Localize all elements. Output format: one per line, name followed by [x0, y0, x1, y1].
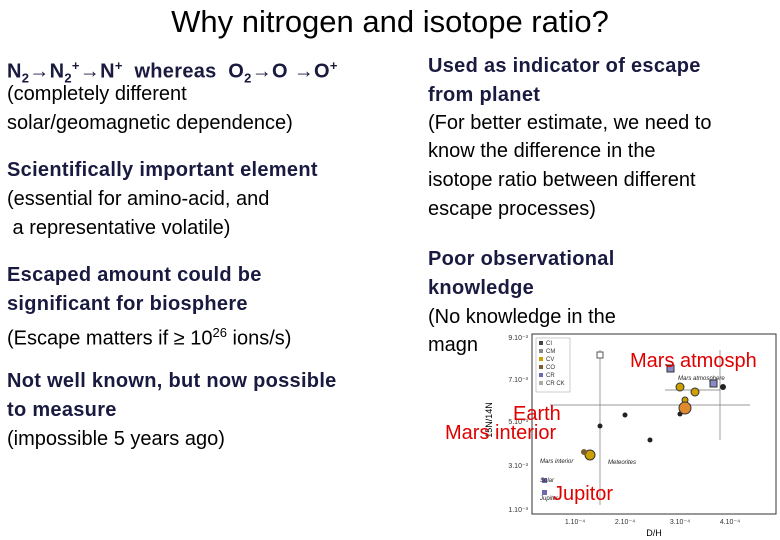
heading-line: significant for biosphere [7, 293, 248, 315]
legend-label: CI [546, 341, 552, 347]
body-part: ions/s) [226, 327, 292, 350]
body-line: (No knowledge in the [428, 306, 616, 328]
formula-part: + [71, 58, 80, 73]
point [597, 423, 603, 429]
point [584, 449, 596, 461]
formula-part: →O [293, 60, 330, 83]
legend-label: CM [546, 349, 555, 355]
body-part: 26 [212, 325, 227, 340]
point [720, 384, 726, 390]
y-tick-label: 9.10⁻³ [508, 335, 528, 342]
x-tick-label: 2.10⁻⁴ [615, 519, 635, 526]
legend-marker [539, 357, 543, 361]
body-line: (impossible 5 years ago) [7, 428, 225, 450]
formula-part: + [329, 58, 338, 73]
y-tick-label: 7.10⁻³ [508, 377, 528, 384]
body-part: (Escape matters if ≥ 10 [7, 327, 213, 350]
x-tick-label: 3.10⁻⁴ [670, 519, 690, 526]
point [690, 387, 700, 397]
point [542, 478, 547, 483]
point [709, 379, 718, 388]
y-axis-label: 15N/14N [484, 402, 494, 438]
heading-line: from planet [428, 84, 541, 106]
formula-part: 2 [244, 70, 252, 86]
formula-part: →N [79, 60, 115, 83]
body-line: isotope ratio between different [428, 169, 696, 191]
legend-marker [539, 373, 543, 377]
y-tick-label: 5.10⁻³ [508, 419, 528, 426]
formula-part: →O [251, 60, 288, 83]
inner-label: Mars atmosphere [678, 376, 725, 382]
annotation: Mars interior [445, 422, 557, 444]
inner-label: Jupiter [539, 496, 559, 502]
body-line: magn [428, 334, 479, 356]
formula-part: + [114, 58, 123, 73]
body-line: a representative volatile) [7, 217, 231, 239]
heading-line: Escaped amount could be [7, 264, 262, 286]
point [542, 490, 547, 495]
body-line: (Escape matters if ≥ 1026 ions/s) [7, 321, 291, 351]
heading-line: knowledge [428, 277, 535, 299]
legend-marker [539, 341, 543, 345]
y-tick-label: 3.10⁻³ [508, 463, 528, 470]
inner-label: Solar [540, 478, 555, 484]
legend-label: CR [546, 373, 555, 379]
body-line: solar/geomagnetic dependence) [7, 112, 293, 134]
point [647, 437, 653, 443]
point [596, 351, 604, 359]
point [678, 401, 692, 415]
heading-line: Poor observational [428, 248, 615, 270]
heading-line: to measure [7, 399, 117, 421]
inner-label: Meteorites [608, 460, 636, 466]
legend-marker [539, 365, 543, 369]
figure-background [480, 330, 780, 540]
slide-title: Why nitrogen and isotope ratio? [171, 4, 609, 39]
figure: 15N/14N D/H 9.10⁻³ 7.10⁻³ 5.10⁻³ 3.10⁻³ … [480, 330, 780, 540]
heading-line: Scientifically important element [7, 159, 318, 181]
formula: N2→N2+→N+ whereas O2→O →O+ [7, 54, 338, 91]
legend-marker [539, 349, 543, 353]
legend-label: CV [546, 357, 554, 363]
legend-marker [539, 381, 543, 385]
heading-line: Used as indicator of escape [428, 55, 701, 77]
x-axis-label: D/H [646, 528, 662, 538]
formula-part: →N [29, 60, 65, 83]
formula-part: 2 [64, 70, 72, 86]
x-tick-label: 1.10⁻⁴ [565, 519, 585, 526]
point [675, 382, 685, 392]
formula-part: N [7, 60, 22, 83]
formula-part: 2 [21, 70, 30, 86]
body-line: (completely different [7, 83, 187, 105]
legend-label: CO [546, 365, 555, 371]
plot-frame [531, 333, 777, 515]
annotation: Jupitor [553, 483, 614, 505]
body-line: know the difference in the [428, 140, 656, 162]
y-tick-label: 1.10⁻³ [508, 507, 528, 514]
point [666, 364, 675, 373]
annotation: Earth [513, 403, 561, 425]
heading-line: Not well known, but now possible [7, 370, 337, 392]
body-line: (For better estimate, we need to [428, 112, 712, 134]
legend-label: CR CK [546, 381, 565, 387]
x-tick-label: 4.10⁻⁴ [720, 519, 740, 526]
formula-part: whereas O [134, 60, 245, 83]
point [581, 449, 587, 455]
body-line: escape processes) [428, 198, 596, 220]
body-line: (essential for amino-acid, and [7, 188, 270, 210]
inner-label: Mars interior [540, 459, 574, 465]
point [622, 412, 628, 418]
annotation: Mars atmosph [630, 350, 757, 372]
